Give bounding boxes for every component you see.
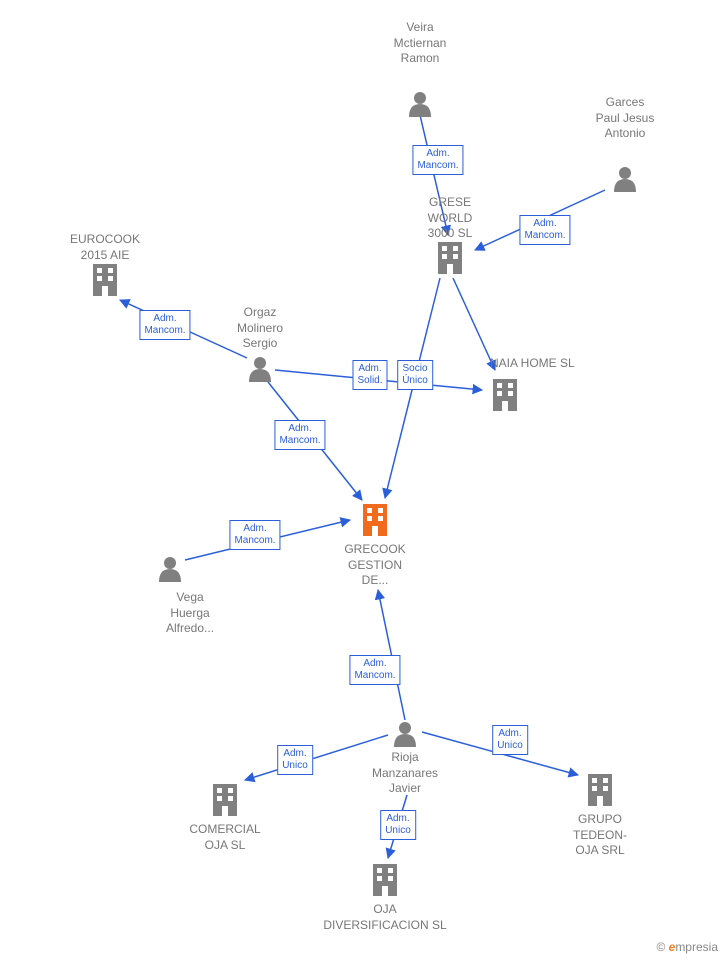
building-icon-comercial[interactable]: [213, 784, 237, 816]
edge-label-rioja-grupo: Adm. Unico: [492, 725, 528, 755]
building-icon-grupo[interactable]: [588, 774, 612, 806]
edge-label-rioja-grecook: Adm. Mancom.: [349, 655, 400, 685]
person-icon-garces[interactable]: [614, 167, 636, 192]
building-icon-eurocook[interactable]: [93, 264, 117, 296]
node-label-garces[interactable]: Garces Paul Jesus Antonio: [545, 95, 705, 142]
edge-label-veira-grese: Adm. Mancom.: [412, 145, 463, 175]
diagram-canvas: { "type": "network", "background_color":…: [0, 0, 728, 960]
node-label-rioja[interactable]: Rioja Manzanares Javier: [325, 750, 485, 797]
node-label-comercial[interactable]: COMERCIAL OJA SL: [145, 822, 305, 853]
node-label-naia[interactable]: NAIA HOME SL: [490, 356, 670, 372]
edge-label-rioja-ojadiv: Adm. Unico: [380, 810, 416, 840]
person-icon-vega[interactable]: [159, 557, 181, 582]
edge-label-vega-grecook: Adm. Mancom.: [229, 520, 280, 550]
edge-grese-naia: [453, 278, 495, 370]
node-label-grecook[interactable]: GRECOOK GESTION DE...: [295, 542, 455, 589]
node-label-ojadiv[interactable]: OJA DIVERSIFICACION SL: [305, 902, 465, 933]
brand-rest: mpresia: [675, 940, 718, 954]
person-icon-rioja[interactable]: [394, 722, 416, 747]
building-icon-grecook[interactable]: [363, 504, 387, 536]
node-label-vega[interactable]: Vega Huerga Alfredo...: [110, 590, 270, 637]
copyright-symbol: ©: [656, 940, 665, 954]
building-icon-grese[interactable]: [438, 242, 462, 274]
person-icon-orgaz[interactable]: [249, 357, 271, 382]
node-label-eurocook[interactable]: EUROCOOK 2015 AIE: [25, 232, 185, 263]
footer-credit: © empresia: [656, 940, 718, 954]
node-label-grupo[interactable]: GRUPO TEDEON- OJA SRL: [520, 812, 680, 859]
node-label-grese[interactable]: GRESE WORLD 3000 SL: [370, 195, 530, 242]
edge-label-grese-naia: Socio Único: [397, 360, 433, 390]
building-icon-ojadiv[interactable]: [373, 864, 397, 896]
edge-label-rioja-comercial: Adm. Unico: [277, 745, 313, 775]
building-icon-naia[interactable]: [493, 379, 517, 411]
edge-label-orgaz-grecook: Adm. Mancom.: [274, 420, 325, 450]
node-label-orgaz[interactable]: Orgaz Molinero Sergio: [180, 305, 340, 352]
edge-label-orgaz-naia: Adm. Solid.: [352, 360, 387, 390]
person-icon-veira[interactable]: [409, 92, 431, 117]
node-label-veira[interactable]: Veira Mctiernan Ramon: [340, 20, 500, 67]
